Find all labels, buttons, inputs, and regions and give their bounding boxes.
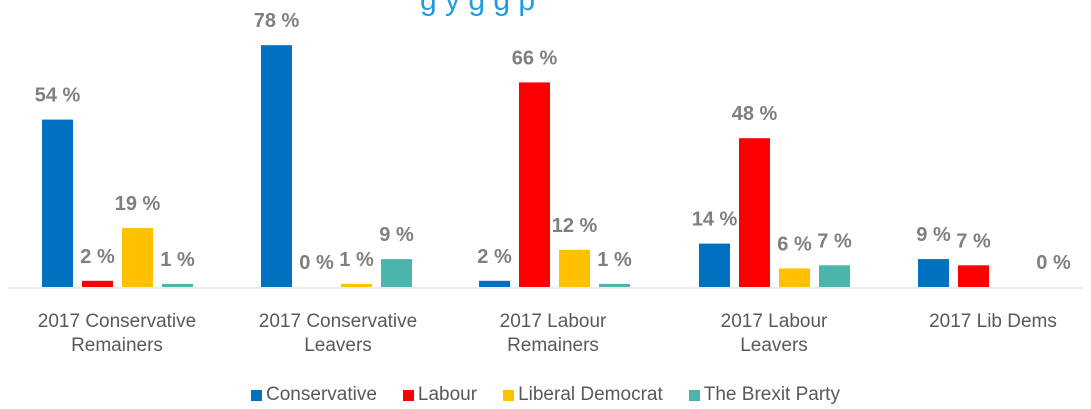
bar-labour-2 — [519, 82, 550, 288]
bar-labour-0 — [82, 280, 113, 287]
bar-liberal-democrat-3 — [779, 268, 810, 287]
value-label: 54 % — [35, 85, 81, 107]
bar-liberal-democrat-1 — [341, 283, 372, 287]
value-label: 0 % — [299, 252, 334, 274]
legend-item-labour: Labour — [402, 384, 478, 406]
value-label: 78 % — [254, 10, 300, 32]
value-label: 6 % — [777, 233, 812, 255]
bar-conservative-0 — [42, 119, 73, 287]
value-label: 1 % — [597, 249, 632, 271]
legend-swatch — [251, 389, 263, 401]
value-label: 1 % — [339, 249, 374, 271]
legend-swatch — [402, 389, 414, 401]
legend: Conservative Labour Liberal Democrat The Br… — [0, 384, 1091, 406]
value-label: 9 % — [379, 224, 414, 246]
value-label: 19 % — [115, 193, 161, 215]
category-label: 2017 Conservative Remainers — [38, 311, 196, 356]
value-label: 0 % — [1036, 252, 1071, 274]
category-labels: 2017 Conservative Remainers 2017 Conservat… — [38, 311, 1057, 356]
bar-conservative-1 — [261, 45, 292, 288]
bar-the-brexit-party-1 — [381, 259, 412, 287]
value-label: 2 % — [80, 246, 115, 268]
legend-item-conservative: Conservative — [251, 384, 377, 406]
bar-conservative-3 — [699, 243, 730, 287]
bar-the-brexit-party-0 — [162, 283, 193, 287]
category-label: 2017 Labour Remainers — [500, 311, 607, 356]
category-label: 2017 Labour Leavers — [721, 311, 828, 356]
value-label: 7 % — [817, 230, 852, 252]
bars-group: 54 %2 %19 %1 %78 %0 % 1 %9 %2 %66 %12 %1 … — [35, 10, 1071, 288]
value-label: 12 % — [552, 215, 598, 237]
value-label: 7 % — [956, 230, 991, 252]
legend-label: Conservative — [266, 384, 377, 405]
value-label: 9 % — [916, 224, 951, 246]
legend-swatch — [503, 389, 515, 401]
value-label: 2 % — [477, 246, 512, 268]
value-label: 1 % — [160, 249, 195, 271]
legend-item-the-brexit-party: The Brexit Party — [688, 384, 840, 406]
value-label: 48 % — [732, 103, 778, 125]
bar-the-brexit-party-2 — [599, 283, 630, 287]
bar-liberal-democrat-2 — [559, 249, 590, 287]
value-label: 66 % — [512, 47, 558, 69]
bar-labour-4 — [958, 265, 989, 287]
legend-label: The Brexit Party — [703, 384, 840, 405]
bar-the-brexit-party-3 — [819, 265, 850, 287]
legend-item-liberal-democrat: Liberal Democrat — [503, 384, 663, 406]
bar-conservative-4 — [918, 259, 949, 287]
category-label: 2017 Lib Dems — [929, 311, 1057, 332]
legend-label: Liberal Democrat — [518, 384, 663, 405]
chart-title-partial: g y g g p — [420, 0, 535, 17]
bar-labour-3 — [739, 138, 770, 287]
legend-label: Labour — [417, 384, 478, 405]
bar-conservative-2 — [479, 280, 510, 287]
bar-liberal-democrat-0 — [122, 228, 153, 287]
value-label: 14 % — [692, 209, 738, 231]
legend-swatch — [688, 389, 700, 401]
category-label: 2017 Conservative Leavers — [259, 311, 417, 356]
